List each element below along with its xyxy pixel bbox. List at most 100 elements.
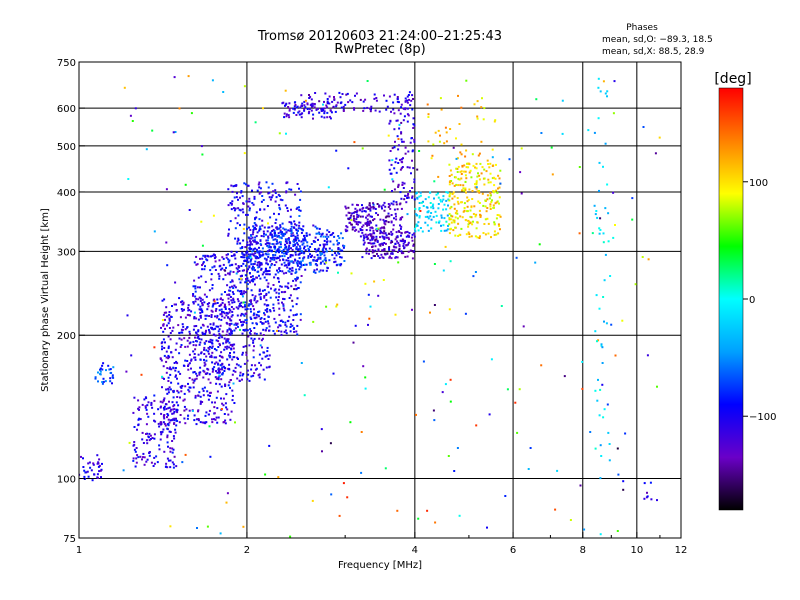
data-point [253,239,256,242]
data-point [266,273,269,276]
data-point [365,216,367,219]
data-point [134,450,137,453]
data-point [418,150,421,152]
data-point [244,305,246,308]
data-point [173,437,176,440]
data-point [285,190,288,193]
data-point [166,466,169,469]
data-point [400,240,403,243]
data-point [258,218,261,221]
data-point [621,319,624,322]
data-point [234,366,237,369]
data-point [322,243,325,246]
data-point [300,275,303,277]
data-point [169,447,172,450]
data-point [205,258,208,261]
data-point [222,342,225,345]
data-point [435,193,438,196]
data-point [401,181,404,184]
data-point [386,215,389,218]
data-point [172,131,175,134]
data-point [372,219,375,222]
data-point [295,106,298,109]
data-point [440,224,442,227]
data-point [397,138,400,140]
data-point [274,191,277,194]
data-point [447,455,450,457]
data-point [207,346,210,349]
data-point [253,312,255,315]
data-point [242,202,245,205]
data-point [219,313,222,316]
data-point [612,112,615,115]
data-point [240,265,243,267]
data-point [213,406,216,409]
data-point [589,431,592,433]
data-point [368,249,371,252]
data-point [188,362,191,365]
data-point [259,332,262,335]
data-point [228,363,231,366]
data-point [240,301,243,304]
data-point [391,241,394,243]
data-point [228,317,231,320]
data-point [202,333,205,336]
data-point [258,274,260,277]
data-point [150,403,153,406]
data-point [355,218,358,221]
data-point [271,225,274,228]
data-point [393,208,396,211]
data-point [201,309,204,312]
data-point [446,228,449,231]
data-point [294,284,297,287]
data-point [316,259,319,262]
data-point [246,277,249,280]
data-point [236,314,239,317]
data-point [231,314,234,317]
data-point [172,463,175,466]
data-point [490,201,493,203]
data-point [395,236,398,239]
data-point [176,409,179,412]
data-point [454,216,457,219]
data-point [228,289,231,292]
data-point [373,218,376,220]
data-point [387,236,390,239]
data-point [413,198,416,201]
data-point [482,118,485,121]
data-point [232,307,235,310]
data-point [163,422,166,425]
data-point [472,213,475,215]
data-point [408,232,411,235]
data-point [273,264,276,266]
data-point [455,183,458,186]
data-point [397,184,400,187]
y-tick-label: 400 [57,188,76,199]
data-point [235,184,238,187]
data-point [322,269,325,272]
data-point [198,337,201,340]
data-point [299,190,302,193]
data-point [322,103,324,106]
data-point [245,213,247,216]
data-point [246,359,249,362]
data-point [205,359,208,362]
data-point [145,408,148,411]
data-point [359,235,362,238]
data-point [259,296,262,299]
data-point [198,296,201,299]
data-point [265,267,267,270]
data-point [239,275,242,278]
data-point [393,188,396,191]
data-point [183,308,185,311]
data-point [205,421,208,424]
data-point [604,92,607,95]
data-point [257,266,260,269]
data-point [466,205,469,208]
data-point [468,220,470,223]
data-point [258,373,261,376]
data-point [474,271,477,273]
data-point [291,305,294,308]
data-point [268,354,271,357]
